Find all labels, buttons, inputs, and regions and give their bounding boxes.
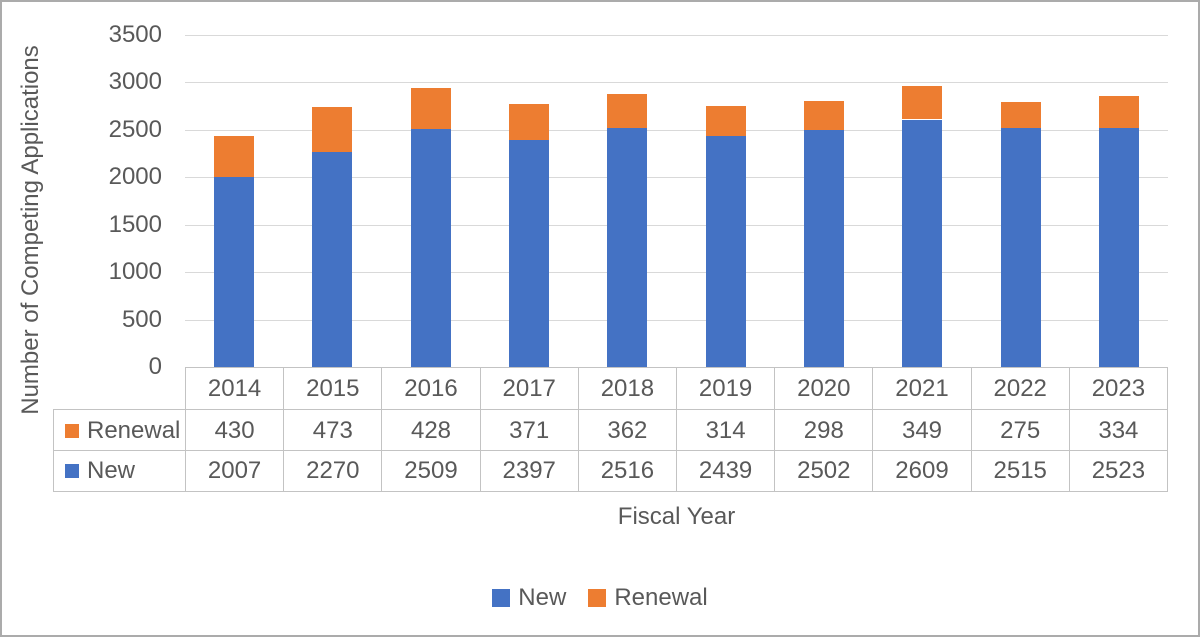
bar-segment-new — [803, 129, 844, 367]
gridline — [185, 82, 1168, 84]
table-value-cell: 334 — [1070, 410, 1168, 451]
y-tick-label: 500 — [121, 305, 162, 333]
table-year-cell: 2017 — [481, 368, 579, 409]
table-row-label: New — [54, 451, 186, 491]
bar-segment-renewal — [312, 106, 353, 152]
y-tick-label: 3000 — [108, 68, 162, 96]
bar-segment-new — [214, 176, 255, 367]
bar-segment-renewal — [1000, 102, 1041, 129]
chart-legend: New Renewal — [2, 584, 1198, 612]
bar-segment-new — [705, 135, 746, 367]
renewal-series-swatch-icon — [588, 589, 607, 607]
y-tick-label: 1500 — [108, 210, 162, 238]
table-row-label-text: Renewal — [87, 416, 181, 444]
table-row: Renewal 430 473 428 371 362 314 298 349 275 334 — [53, 409, 1168, 451]
bar-segment-new — [410, 129, 451, 367]
table-value-cell: 298 — [775, 410, 874, 451]
bar-segment-renewal — [705, 105, 746, 136]
bar-segment-new — [902, 119, 943, 367]
gridline — [185, 177, 1168, 179]
x-axis-title: Fiscal Year — [617, 503, 736, 530]
y-tick-label: 0 — [148, 353, 162, 380]
table-value-cell: 2523 — [1070, 451, 1168, 491]
table-value-cell: 2515 — [972, 451, 1070, 491]
table-year-cell: 2023 — [1070, 368, 1168, 409]
bar-segment-renewal — [803, 101, 844, 130]
y-tick-label: 3500 — [108, 21, 162, 48]
bar-segment-new — [509, 139, 549, 367]
table-row-label-text: New — [87, 457, 136, 484]
y-tick-label: 2000 — [108, 163, 162, 191]
legend-item-new: New — [492, 584, 566, 612]
table-value-cell: 371 — [481, 410, 579, 451]
bar-segment-new — [1098, 127, 1139, 367]
table-value-cell: 2397 — [481, 451, 579, 491]
table-value-cell: 2502 — [775, 451, 874, 491]
gridline — [185, 272, 1168, 274]
bar-segment-new — [1000, 128, 1041, 367]
bar-segment-renewal — [214, 135, 255, 177]
table-value-cell: 314 — [677, 410, 776, 451]
table-year-cell: 2020 — [775, 368, 874, 409]
table-value-cell: 2609 — [873, 451, 972, 491]
table-year-cell: 2021 — [873, 368, 972, 409]
table-value-cell: 473 — [284, 410, 383, 451]
bar-segment-renewal — [902, 86, 943, 120]
legend-item-renewal: Renewal — [588, 584, 708, 612]
table-value-cell: 2439 — [677, 451, 776, 491]
y-tick-label: 1000 — [108, 258, 162, 286]
table-value-cell: 349 — [873, 410, 972, 451]
gridline — [185, 319, 1168, 321]
gridline — [185, 35, 1168, 36]
bar-segment-renewal — [509, 104, 549, 140]
table-year-cell: 2014 — [186, 368, 285, 409]
new-series-swatch-icon — [65, 464, 79, 478]
bar-segment-new — [312, 151, 353, 367]
y-tick-label: 2500 — [108, 115, 162, 143]
legend-label-new: New — [518, 584, 567, 611]
table-value-cell: 428 — [382, 410, 481, 451]
table-year-cell: 2019 — [677, 368, 776, 409]
renewal-series-swatch-icon — [65, 423, 79, 438]
table-value-cell: 275 — [972, 410, 1070, 451]
bar-segment-renewal — [1098, 96, 1139, 128]
new-series-swatch-icon — [492, 589, 511, 607]
table-value-cell: 362 — [579, 410, 677, 451]
table-row-label: Renewal — [54, 410, 186, 451]
table-value-cell: 2007 — [186, 451, 285, 491]
legend-label-renewal: Renewal — [614, 584, 708, 611]
table-value-cell: 2509 — [382, 451, 481, 491]
table-value-cell: 2270 — [284, 451, 383, 491]
table-year-cell: 2016 — [382, 368, 481, 409]
gridline — [185, 129, 1168, 131]
table-year-header-row: 2014 2015 2016 2017 2018 2019 2020 2021 2022 2023 — [185, 367, 1168, 409]
bar-segment-new — [607, 128, 648, 367]
table-value-cell: 2516 — [579, 451, 677, 491]
bar-segment-renewal — [410, 88, 451, 129]
table-year-cell: 2018 — [579, 368, 677, 409]
table-year-cell: 2022 — [972, 368, 1070, 409]
table-row: New 2007 2270 2509 2397 2516 2439 2502 2609 2515 2… — [53, 450, 1168, 492]
gridline — [185, 224, 1168, 226]
table-value-cell: 430 — [186, 410, 285, 451]
table-year-cell: 2015 — [284, 368, 383, 409]
bar-segment-renewal — [607, 94, 648, 129]
